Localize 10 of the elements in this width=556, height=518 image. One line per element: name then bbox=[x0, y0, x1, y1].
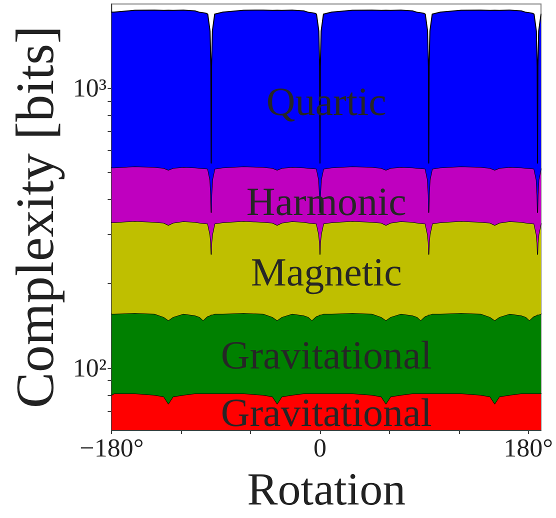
x-axis-title: Rotation bbox=[247, 463, 406, 514]
series-label: Gravitational bbox=[220, 390, 432, 435]
series-label: Magnetic bbox=[250, 249, 402, 294]
x-tick-label: −180° bbox=[80, 434, 144, 462]
y-tick-label: 10³ bbox=[72, 74, 107, 103]
series-label: Gravitational bbox=[220, 332, 432, 378]
x-tick-label: 180° bbox=[504, 434, 553, 462]
y-tick-label: 10² bbox=[72, 353, 107, 382]
y-axis-title: Complexity [bits] bbox=[5, 26, 65, 408]
x-tick-label: 0 bbox=[313, 434, 326, 462]
